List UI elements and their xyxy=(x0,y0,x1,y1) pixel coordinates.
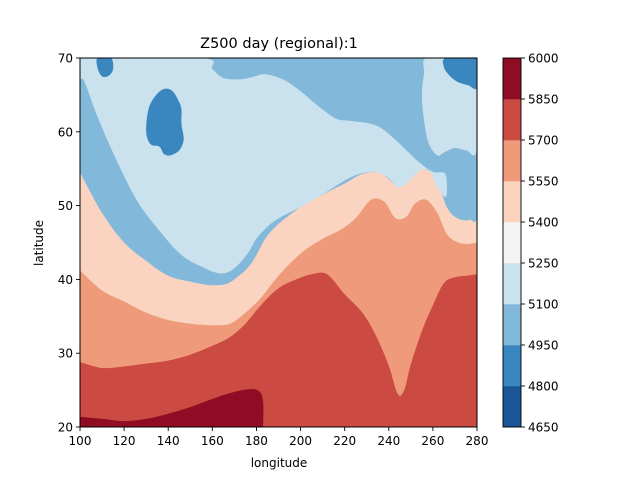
x-axis-label: longitude xyxy=(251,456,308,470)
colorbar-tick-label: 6000 xyxy=(528,52,559,66)
colorbar-tick-label: 4650 xyxy=(528,421,559,435)
contour-fills xyxy=(80,58,477,427)
colorbar-tick-label: 5100 xyxy=(528,298,559,312)
y-tick-label: 60 xyxy=(58,125,73,139)
colorbar-segment xyxy=(503,58,521,100)
y-tick-label: 50 xyxy=(58,199,73,213)
colorbar-tick-label: 4950 xyxy=(528,339,559,353)
colorbar-tick-label: 5700 xyxy=(528,134,559,148)
y-axis-label: latitude xyxy=(32,220,46,266)
y-axis: 20 30 40 50 60 70 xyxy=(58,52,80,435)
y-tick-label: 20 xyxy=(58,421,73,435)
colorbar-segment xyxy=(503,345,521,387)
plot-frame xyxy=(79,57,478,428)
colorbar-segment xyxy=(503,181,521,223)
x-tick-label: 220 xyxy=(333,434,356,448)
colorbar-segment xyxy=(503,140,521,182)
x-tick-label: 200 xyxy=(289,434,312,448)
x-tick-label: 260 xyxy=(421,434,444,448)
contour-region-4800 xyxy=(96,58,114,78)
colorbar-segment xyxy=(503,263,521,305)
y-tick-label: 70 xyxy=(58,52,73,66)
y-tick-label: 40 xyxy=(58,273,73,287)
x-tick-label: 140 xyxy=(157,434,180,448)
colorbar-frame xyxy=(502,57,522,428)
chart-title: Z500 day (regional):1 xyxy=(200,36,358,52)
plot-area: 100 120 140 160 180 200 220 240 260 280 20 30 40 50 6… xyxy=(58,52,489,449)
contour-region-4800 xyxy=(442,58,477,90)
colorbar-tick-label: 5400 xyxy=(528,216,559,230)
colorbar-tick-label: 5550 xyxy=(528,175,559,189)
colorbar-segment xyxy=(503,386,521,428)
contour-band-5700 xyxy=(80,272,477,427)
y-tick-label: 30 xyxy=(58,347,73,361)
colorbar-tick-label: 5850 xyxy=(528,93,559,107)
colorbar-tick-label: 4800 xyxy=(528,380,559,394)
colorbar: 4650 4800 4950 5100 5250 5400 5550 5700 5850 6000 xyxy=(502,52,559,435)
colorbar-segment xyxy=(503,99,521,141)
colorbar-tick-label: 5250 xyxy=(528,257,559,271)
colorbar-segment xyxy=(503,222,521,264)
x-axis: 100 120 140 160 180 200 220 240 260 280 xyxy=(69,427,489,448)
colorbar-segment xyxy=(503,304,521,346)
x-tick-label: 280 xyxy=(466,434,489,448)
x-tick-label: 120 xyxy=(113,434,136,448)
x-tick-label: 240 xyxy=(377,434,400,448)
contour-band-5850 xyxy=(80,389,264,427)
contour-region-4800 xyxy=(146,88,184,156)
x-tick-label: 160 xyxy=(201,434,224,448)
x-tick-label: 180 xyxy=(245,434,268,448)
x-tick-label: 100 xyxy=(69,434,92,448)
